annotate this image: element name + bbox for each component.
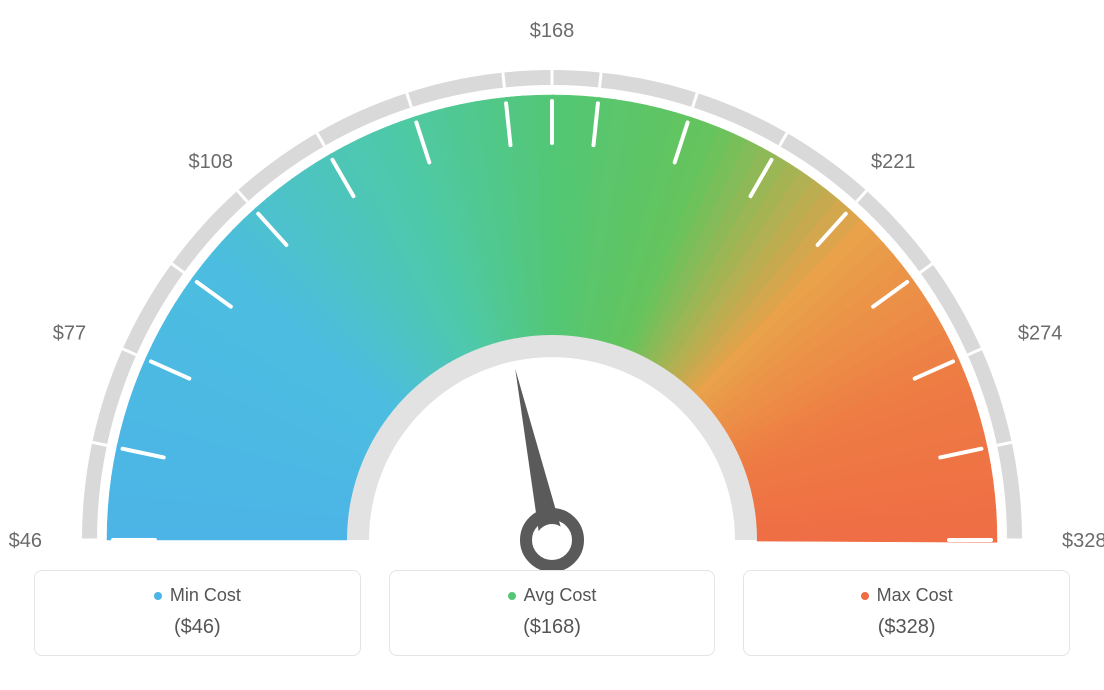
- tick-label: $328: [1062, 530, 1104, 552]
- scale-tick: [600, 73, 602, 88]
- legend-card-avg: Avg Cost ($168): [389, 570, 716, 656]
- legend-row: Min Cost ($46) Avg Cost ($168) Max Cost …: [0, 570, 1104, 676]
- legend-card-min: Min Cost ($46): [34, 570, 361, 656]
- gauge-arc: [107, 95, 997, 542]
- tick-label: $77: [53, 323, 86, 345]
- dot-icon: [508, 592, 516, 600]
- legend-label-text: Max Cost: [877, 585, 953, 605]
- legend-label-avg: Avg Cost: [400, 585, 705, 606]
- tick-label: $274: [1018, 323, 1063, 345]
- tick-label: $168: [530, 20, 575, 42]
- legend-label-max: Max Cost: [754, 585, 1059, 606]
- legend-value-avg: ($168): [400, 616, 705, 639]
- gauge-chart: $46 $77 $108 $168 $221 $274 $328: [0, 0, 1104, 570]
- dot-icon: [861, 592, 869, 600]
- dot-icon: [154, 592, 162, 600]
- tick-label: $46: [9, 530, 42, 552]
- needle-hub-inner: [536, 524, 568, 556]
- scale-tick: [503, 73, 505, 88]
- tick-label: $221: [871, 151, 916, 173]
- legend-value-max: ($328): [754, 616, 1059, 639]
- legend-label-text: Avg Cost: [524, 585, 597, 605]
- legend-label-min: Min Cost: [45, 585, 350, 606]
- legend-label-text: Min Cost: [170, 585, 241, 605]
- legend-card-max: Max Cost ($328): [743, 570, 1070, 656]
- legend-value-min: ($46): [45, 616, 350, 639]
- tick-label: $108: [188, 151, 233, 173]
